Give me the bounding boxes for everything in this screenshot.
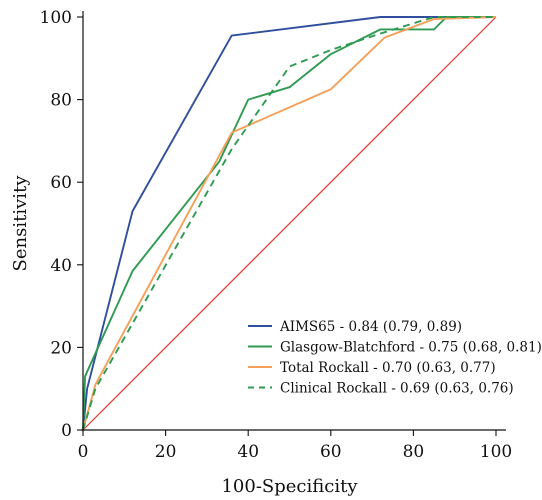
legend-label-2: Total Rockall - 0.70 (0.63, 0.77) xyxy=(280,360,496,376)
x-tick-label: 80 xyxy=(403,442,425,462)
reference-diagonal-line xyxy=(82,16,497,431)
y-tick-label: 40 xyxy=(50,256,72,276)
series-line-3 xyxy=(82,16,496,431)
legend-label-3: Clinical Rockall - 0.69 (0.63, 0.76) xyxy=(280,381,514,397)
series-layer xyxy=(82,16,497,431)
x-tick-label: 100 xyxy=(480,442,512,462)
legend-label-0: AIMS65 - 0.84 (0.79, 0.89) xyxy=(279,319,462,335)
y-tick-label: 60 xyxy=(50,173,72,193)
legend-label-1: Glasgow-Blatchford - 0.75 (0.68, 0.81) xyxy=(280,340,542,356)
legend: AIMS65 - 0.84 (0.79, 0.89) Glasgow-Blatch… xyxy=(248,319,542,397)
axes-layer xyxy=(81,11,506,432)
series-line-2 xyxy=(82,16,497,431)
ticks-layer: 0 20 40 60 80 100 0 20 40 60 80 100 xyxy=(40,8,513,462)
reference-line-layer xyxy=(82,16,497,431)
y-tick-label: 20 xyxy=(50,338,72,358)
y-tick-label: 100 xyxy=(40,8,72,28)
y-tick-label: 80 xyxy=(50,91,72,111)
x-tick-label: 60 xyxy=(320,442,342,462)
y-tick-label: 0 xyxy=(61,421,72,441)
x-tick-label: 20 xyxy=(155,442,177,462)
y-axis-title: Sensitivity xyxy=(10,175,31,272)
x-axis-title: 100-Specificity xyxy=(221,476,358,497)
series-line-1 xyxy=(82,16,496,431)
series-line-0 xyxy=(82,16,496,431)
x-tick-label: 0 xyxy=(78,442,89,462)
x-tick-label: 40 xyxy=(237,442,259,462)
